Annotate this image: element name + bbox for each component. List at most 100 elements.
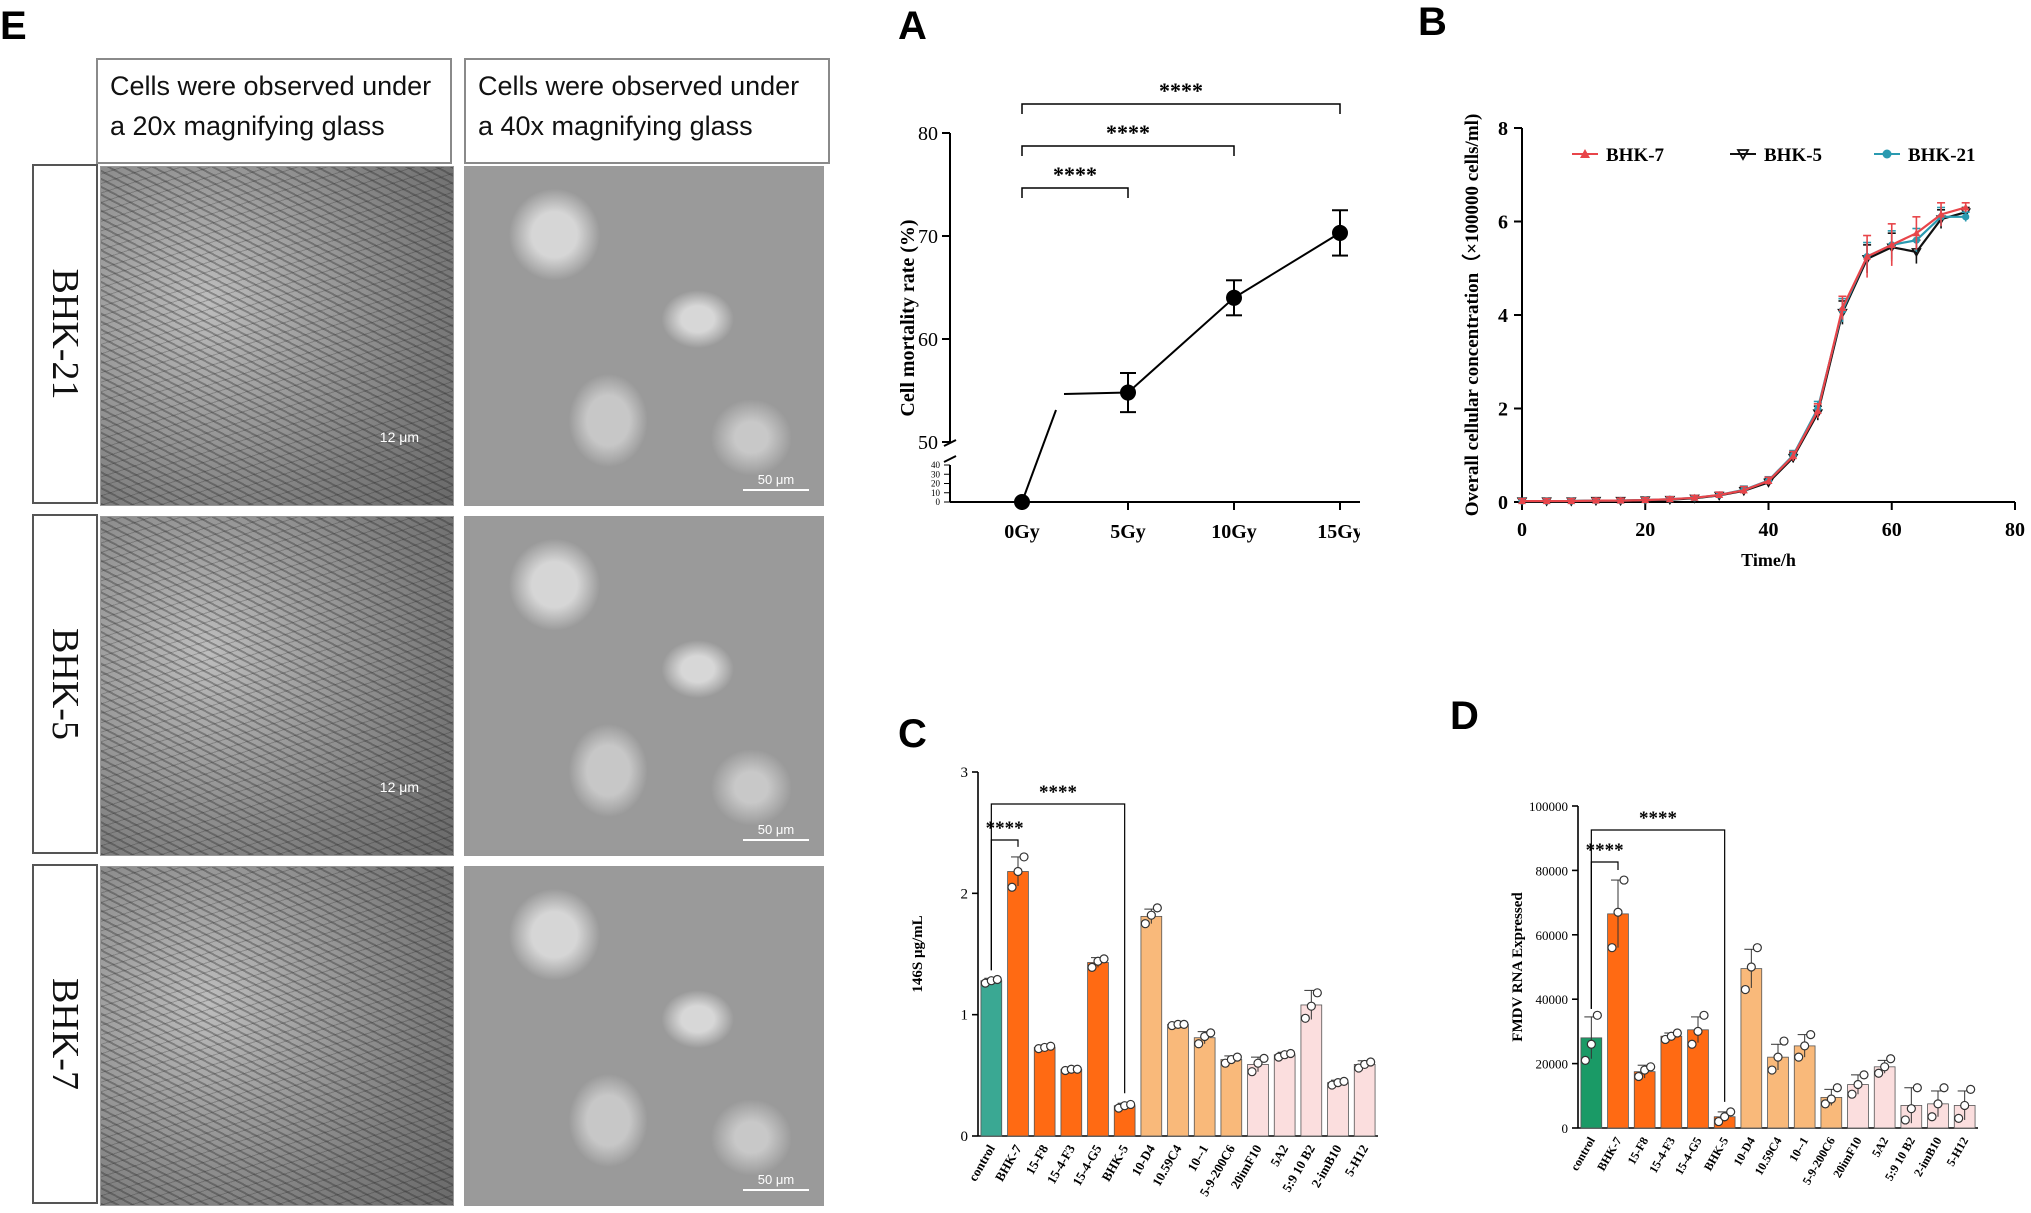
- x-tick-label: 5A2: [1869, 1135, 1891, 1160]
- replicate-point: [1619, 875, 1629, 885]
- replicate-point: [1046, 1041, 1056, 1051]
- data-point: [1567, 497, 1576, 505]
- data-point: [1518, 497, 1526, 505]
- legend-label: BHK-5: [1764, 145, 1822, 166]
- replicate-point: [1752, 943, 1762, 953]
- replicate-point: [1880, 1062, 1890, 1072]
- micrograph-bhk7-40x: 50 μm: [464, 866, 824, 1206]
- y-tick-label: 1: [961, 1008, 969, 1024]
- y-tick-label: 10: [931, 488, 941, 498]
- replicate-point: [1966, 1084, 1976, 1094]
- significance-bracket: [1021, 187, 1129, 198]
- replicate-point: [1312, 988, 1322, 998]
- y-axis-label: Overall cellular concentration（×100000 c…: [1460, 114, 1483, 517]
- y-tick-label: 8: [1498, 118, 1508, 140]
- scale-label-12um: 12 μm: [379, 779, 419, 795]
- data-point: [1665, 495, 1674, 503]
- header-20x: Cells were observed under a 20x magnifyi…: [96, 58, 452, 164]
- panel-label-b: B: [1418, 0, 1447, 44]
- data-point: [1739, 486, 1748, 494]
- replicate-point: [1699, 1010, 1709, 1020]
- panel-label-e: E: [0, 4, 27, 48]
- x-tick-label: 20: [1635, 519, 1655, 541]
- replicate-point: [1874, 1068, 1884, 1078]
- replicate-point: [1912, 1083, 1922, 1093]
- replicate-point: [1720, 1112, 1730, 1122]
- panel-label-d: D: [1450, 694, 1479, 738]
- y-tick-label: 100000: [1529, 799, 1568, 814]
- legend-marker: [1736, 149, 1750, 161]
- y-tick-label: 40: [931, 460, 941, 470]
- replicate-point: [1820, 1099, 1830, 1109]
- data-point: [1616, 496, 1625, 504]
- bar: [1033, 1047, 1056, 1137]
- x-tick-label: 80: [2005, 519, 2025, 541]
- x-tick-label: BHK-5: [1098, 1142, 1131, 1184]
- data-point: [1120, 384, 1136, 401]
- significance-bracket: [990, 803, 1126, 1094]
- replicate-point: [1206, 1028, 1216, 1038]
- data-point: [1887, 240, 1896, 248]
- replicate-point: [1906, 1104, 1916, 1114]
- y-tick-label: 20000: [1536, 1057, 1569, 1072]
- row-label-bhk21: BHK-21: [32, 164, 98, 504]
- data-point: [1332, 224, 1348, 241]
- row-label-text: BHK-5: [44, 628, 86, 740]
- replicate-point: [1954, 1113, 1964, 1123]
- replicate-point: [1714, 1116, 1724, 1127]
- bar: [1660, 1035, 1683, 1129]
- y-tick-label: 0: [961, 1129, 969, 1145]
- legend-marker: [1580, 149, 1590, 158]
- replicate-point: [1740, 984, 1750, 995]
- significance-bracket: [1021, 145, 1235, 156]
- micrograph-bhk7-20x: [100, 866, 454, 1206]
- replicate-point: [1607, 943, 1617, 953]
- panel-label-a: A: [898, 4, 927, 48]
- replicate-point: [1779, 1036, 1789, 1046]
- replicate-point: [1826, 1094, 1836, 1104]
- x-tick-label: 15Gy: [1317, 521, 1360, 543]
- significance-label: ****: [1106, 120, 1150, 145]
- data-point: [1641, 496, 1650, 504]
- y-tick-label: 60: [918, 329, 938, 351]
- bar: [1087, 962, 1109, 1137]
- replicate-point: [1152, 903, 1162, 913]
- significance-label: ****: [1586, 840, 1624, 861]
- bar: [980, 980, 1003, 1137]
- bar: [1140, 915, 1163, 1137]
- significance-bracket: [1021, 103, 1341, 114]
- bar: [1220, 1059, 1243, 1137]
- replicate-point: [1087, 962, 1097, 972]
- y-axis-label: Cell mortality rate (%): [897, 219, 919, 416]
- data-point: [1962, 213, 1970, 221]
- replicate-point: [1247, 1067, 1257, 1077]
- row-label-bhk7: BHK-7: [32, 864, 98, 1204]
- row-label-bhk5: BHK-5: [32, 514, 98, 854]
- replicate-point: [1146, 910, 1156, 920]
- legend-label: BHK-21: [1908, 145, 1976, 166]
- x-tick-label: 5-H12: [1341, 1142, 1371, 1179]
- data-point: [1912, 229, 1921, 237]
- bar: [1060, 1068, 1083, 1137]
- scale-bar-50um: 50 μm: [743, 1172, 809, 1191]
- legend-marker: [1882, 149, 1892, 159]
- replicate-point: [1773, 1052, 1783, 1062]
- data-point: [1764, 476, 1773, 484]
- bar: [1327, 1082, 1349, 1137]
- scale-label-12um: 12 μm: [379, 429, 419, 445]
- replicate-point: [1960, 1100, 1970, 1111]
- bar: [1007, 871, 1029, 1137]
- replicate-point: [1194, 1039, 1204, 1049]
- data-point: [1789, 452, 1798, 460]
- y-axis-label: 146S μg/mL: [910, 915, 926, 992]
- replicate-point: [1013, 866, 1023, 877]
- y-tick-label: 70: [918, 226, 938, 248]
- panel-label-c: C: [898, 712, 927, 756]
- replicate-point: [1592, 1010, 1602, 1020]
- scale-bar-50um: 50 μm: [743, 472, 809, 491]
- series-line-a: [1063, 391, 1129, 395]
- data-point: [1838, 303, 1847, 311]
- replicate-point: [1746, 962, 1756, 972]
